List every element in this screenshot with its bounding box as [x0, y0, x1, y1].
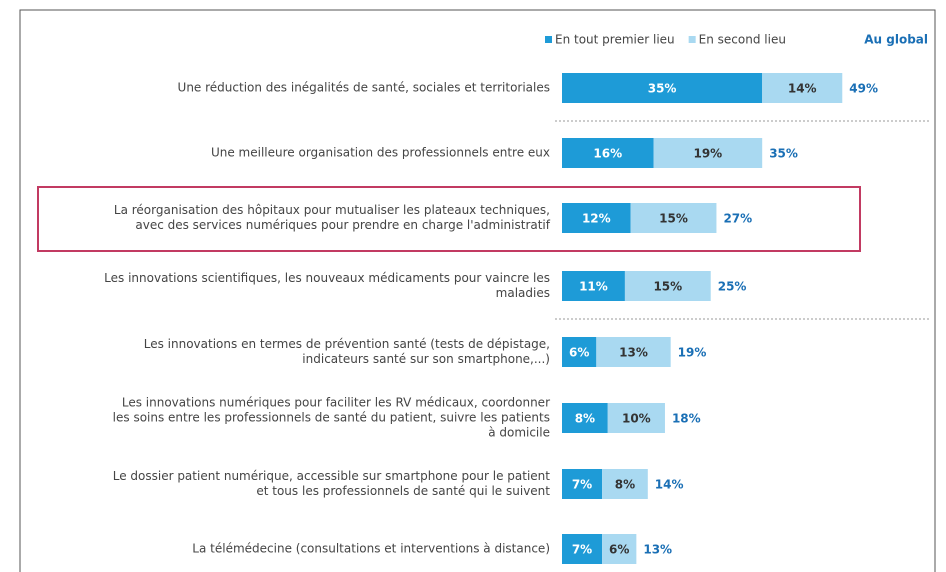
category-label: Le dossier patient numérique, accessible… [112, 469, 550, 498]
category-label: La réorganisation des hôpitaux pour mutu… [113, 203, 550, 232]
total-label: 14% [655, 478, 684, 492]
bar-label: 6% [609, 543, 629, 557]
highlight-box [37, 186, 861, 252]
bar-segment [596, 337, 671, 367]
bar-segment [630, 203, 717, 233]
bar-segment [562, 469, 603, 499]
bar-label: 15% [659, 212, 688, 226]
bar-label: 8% [575, 412, 595, 426]
bar-label: 10% [622, 412, 651, 426]
frame [19, 9, 936, 572]
bar-segment [562, 73, 763, 103]
total-label: 49% [849, 82, 878, 96]
bar-label: 15% [653, 280, 682, 294]
bar-label: 7% [572, 543, 592, 557]
bar-label: 35% [648, 82, 677, 96]
bar-segment [562, 271, 625, 301]
bar-label: 14% [788, 82, 817, 96]
bar-segment [653, 138, 763, 168]
total-label: 18% [672, 412, 701, 426]
bar-segment [624, 271, 711, 301]
bar-label: 19% [693, 147, 722, 161]
category-label: Une meilleure organisation des professio… [210, 145, 550, 160]
category-label: Les innovations en termes de prévention … [143, 337, 550, 366]
bar-segment [762, 73, 843, 103]
bar-label: 7% [572, 478, 592, 492]
total-label: 19% [678, 346, 707, 360]
total-label: 13% [643, 543, 672, 557]
bar-label: 11% [579, 280, 608, 294]
bar-segment [562, 534, 603, 564]
bar-label: 13% [619, 346, 648, 360]
legend-label: En tout premier lieu [555, 33, 675, 47]
bar-label: 8% [615, 478, 635, 492]
total-label: 25% [718, 280, 747, 294]
category-label: Une réduction des inégalités de santé, s… [177, 80, 550, 95]
bar-segment [602, 469, 648, 499]
bar-segment [562, 138, 654, 168]
bar-segment [562, 203, 631, 233]
bar-segment [602, 534, 637, 564]
total-label: 27% [723, 212, 752, 226]
category-label: Les innovations scientifiques, les nouve… [104, 271, 550, 300]
bar-label: 16% [593, 147, 622, 161]
bar-segment [562, 403, 608, 433]
legend-total: Au global [864, 33, 928, 47]
legend-swatch [688, 36, 696, 43]
bar-label: 6% [569, 346, 589, 360]
total-label: 35% [769, 147, 798, 161]
category-label: Les innovations numériques pour facilite… [112, 395, 550, 440]
legend-swatch [545, 36, 552, 43]
bar-label: 12% [582, 212, 611, 226]
bar-segment [607, 403, 665, 433]
legend-label: En second lieu [699, 33, 786, 47]
bar-segment [562, 337, 597, 367]
category-label: La télémédecine (consultations et interv… [192, 541, 550, 556]
